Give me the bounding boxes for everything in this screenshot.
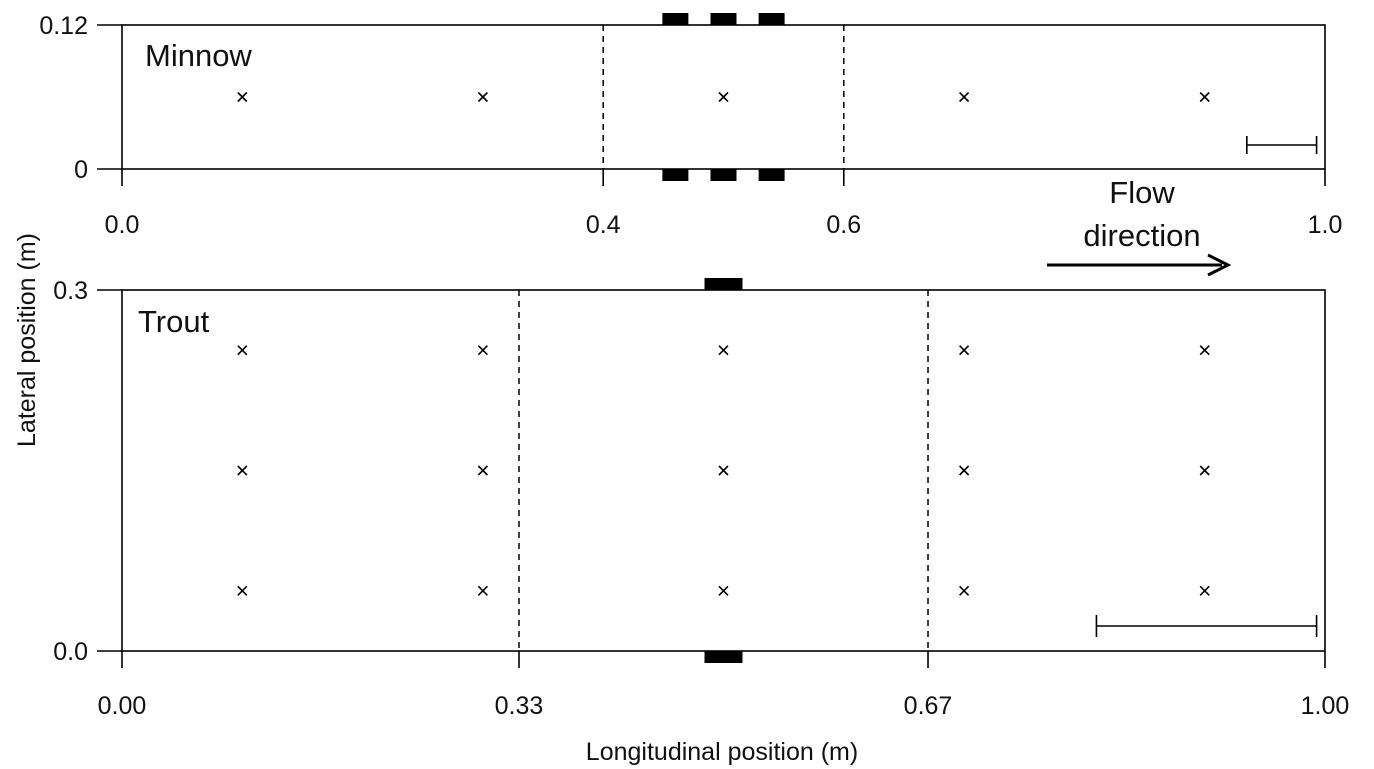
flow-direction-annotation: Flow direction [1047, 175, 1232, 277]
trout-x-ticks: 0.00 0.33 0.67 1.00 [98, 651, 1350, 720]
x-tick-label: 0.4 [586, 211, 621, 239]
trout-points [237, 345, 1210, 596]
data-point [1199, 465, 1210, 476]
point-stroke [959, 345, 970, 356]
data-point [959, 465, 970, 476]
point-stroke [1199, 465, 1210, 476]
point-stroke [477, 465, 488, 476]
trout-markers [704, 278, 743, 663]
point-stroke [718, 345, 729, 356]
point-stroke [959, 91, 970, 103]
point-stroke [237, 345, 248, 356]
data-point [1199, 345, 1210, 356]
panel-label-trout: Trout [138, 304, 210, 339]
data-point [237, 585, 248, 596]
point-stroke [1199, 585, 1210, 596]
data-point [237, 345, 248, 356]
data-point [477, 585, 488, 596]
point-stroke [477, 585, 488, 596]
data-point [237, 91, 248, 103]
minnow-points [237, 91, 1210, 103]
minnow-y-ticks: 00.12 [39, 12, 122, 184]
data-point [1199, 585, 1210, 596]
y-tick-label: 0.12 [39, 12, 88, 40]
edge-marker [758, 169, 785, 181]
panel-minnow: 0.0 0.4 0.6 1.0 00.12 Minnow [39, 12, 1342, 239]
data-point [237, 465, 248, 476]
x-tick-label: 0.33 [495, 692, 544, 720]
point-stroke [237, 91, 248, 103]
panel-trout: 0.00 0.33 0.67 1.00 0.0 0.3 Trout [53, 277, 1349, 720]
data-point [718, 91, 729, 103]
panel-label-minnow: Minnow [145, 38, 252, 73]
point-stroke [718, 91, 729, 103]
point-stroke [1199, 345, 1210, 356]
point-stroke [477, 91, 488, 103]
data-point [477, 91, 488, 103]
x-tick-label: 1.00 [1301, 692, 1350, 720]
edge-marker [704, 278, 743, 290]
data-point [477, 345, 488, 356]
trout-y-ticks: 0.0 0.3 [53, 277, 122, 666]
minnow-markers [662, 13, 785, 181]
y-axis-title: Lateral position (m) [13, 233, 41, 447]
minnow-scale-bar [1246, 136, 1318, 154]
point-stroke [959, 465, 970, 476]
trout-dashed-lines [518, 290, 929, 651]
trout-scale-bar [1095, 615, 1318, 637]
y-tick-label: 0.0 [53, 638, 88, 666]
data-point [959, 585, 970, 596]
y-tick-label: 0 [74, 156, 88, 184]
data-point [718, 345, 729, 356]
point-stroke [237, 465, 248, 476]
edge-marker [758, 13, 785, 25]
x-tick-label: 0.00 [98, 692, 147, 720]
x-tick-label: 0.6 [826, 211, 861, 239]
x-axis-title: Longitudinal position (m) [586, 738, 858, 766]
x-tick-label: 1.0 [1308, 211, 1343, 239]
edge-marker [710, 169, 737, 181]
point-stroke [1199, 91, 1210, 103]
minnow-dashed-lines [602, 25, 845, 169]
point-stroke [237, 585, 248, 596]
edge-marker [704, 651, 743, 663]
data-point [718, 465, 729, 476]
data-point [718, 585, 729, 596]
flow-label-line1: Flow [1109, 175, 1175, 210]
flow-label-line2: direction [1083, 218, 1200, 253]
data-point [959, 91, 970, 103]
y-tick-label: 0.3 [53, 277, 88, 305]
edge-marker [662, 13, 689, 25]
x-tick-label: 0.67 [904, 692, 953, 720]
x-tick-label: 0.0 [105, 211, 140, 239]
edge-marker [662, 169, 689, 181]
point-stroke [477, 345, 488, 356]
minnow-x-ticks: 0.0 0.4 0.6 1.0 [105, 169, 1343, 239]
data-point [959, 345, 970, 356]
point-stroke [959, 585, 970, 596]
data-point [1199, 91, 1210, 103]
point-stroke [718, 465, 729, 476]
right-arrow-icon [1047, 253, 1232, 277]
edge-marker [710, 13, 737, 25]
point-stroke [718, 585, 729, 596]
data-point [477, 465, 488, 476]
